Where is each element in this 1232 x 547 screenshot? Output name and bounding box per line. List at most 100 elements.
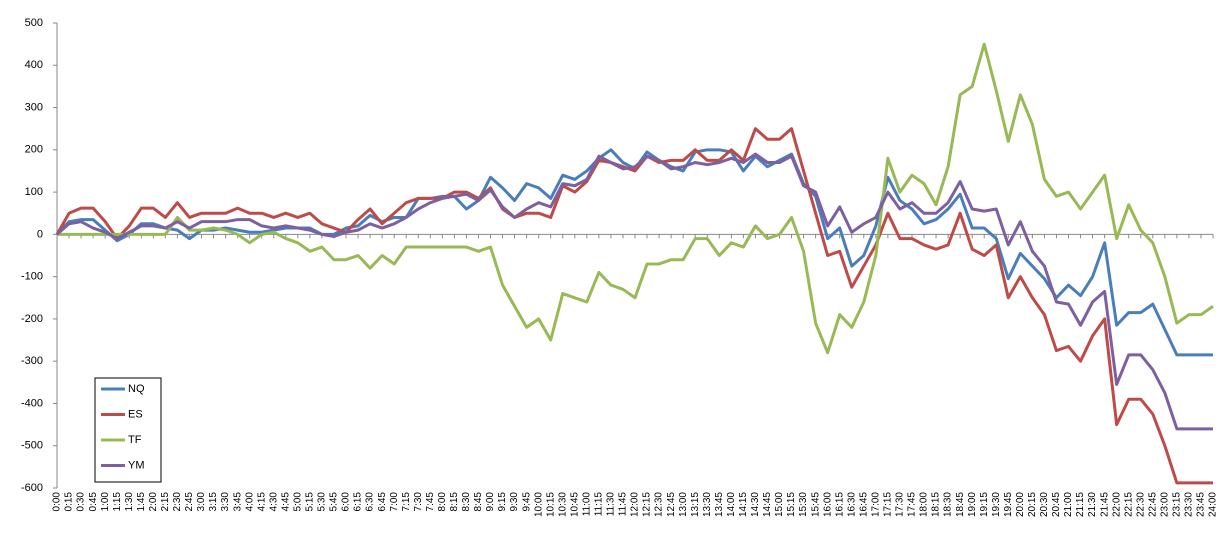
series-line xyxy=(55,148,1213,357)
x-tick-label: 11:15 xyxy=(594,492,605,517)
x-tick-label: 6:45 xyxy=(377,492,388,512)
y-tick-label: -100 xyxy=(21,271,43,283)
y-tick-label: -400 xyxy=(21,397,43,409)
series-line xyxy=(57,42,1214,355)
x-tick-label: 8:30 xyxy=(461,492,472,512)
x-tick-label: 13:15 xyxy=(690,492,701,517)
x-tick-label: 20:00 xyxy=(1015,492,1026,517)
x-tick-label: 17:30 xyxy=(895,492,906,517)
x-tick-label: 23:30 xyxy=(1184,492,1195,517)
x-tick-label: 17:45 xyxy=(907,492,918,517)
x-tick-label: 10:00 xyxy=(533,492,544,517)
x-tick-label: 22:30 xyxy=(1135,492,1146,517)
y-tick-label: 400 xyxy=(25,59,43,71)
x-tick-label: 8:45 xyxy=(473,492,484,512)
x-tick-label: 8:15 xyxy=(449,492,460,512)
legend-label: NQ xyxy=(128,383,145,395)
y-tick-label: 300 xyxy=(25,101,43,113)
x-tick-label: 2:15 xyxy=(160,492,171,512)
x-tick-label: 16:15 xyxy=(834,492,845,517)
x-tick-label: 8:00 xyxy=(437,492,448,512)
x-tick-label: 19:30 xyxy=(991,492,1002,517)
y-tick-label: 200 xyxy=(25,144,43,156)
x-tick-label: 0:30 xyxy=(76,492,87,512)
x-tick-label: 18:00 xyxy=(919,492,930,517)
x-tick-label: 6:00 xyxy=(341,492,352,512)
x-tick-label: 11:45 xyxy=(618,492,629,517)
y-tick-label: -300 xyxy=(21,355,43,367)
x-tick-label: 4:15 xyxy=(256,492,267,512)
x-tick-label: 21:15 xyxy=(1075,492,1086,517)
x-tick-label: 12:15 xyxy=(642,492,653,517)
x-tick-label: 12:00 xyxy=(630,492,641,517)
x-tick-label: 6:30 xyxy=(365,492,376,512)
x-tick-label: 14:15 xyxy=(738,492,749,517)
x-tick-label: 13:45 xyxy=(714,492,725,517)
x-tick-label: 2:00 xyxy=(148,492,159,512)
x-tick-label: 21:45 xyxy=(1099,492,1110,517)
x-tick-label: 12:30 xyxy=(654,492,665,517)
x-tick-label: 7:00 xyxy=(389,492,400,512)
x-tick-label: 14:45 xyxy=(762,492,773,517)
x-tick-label: 15:30 xyxy=(798,492,809,517)
x-tick-label: 23:15 xyxy=(1172,492,1183,517)
x-tick-label: 17:00 xyxy=(870,492,881,517)
x-tick-label: 0:00 xyxy=(52,492,63,512)
x-tick-label: 22:15 xyxy=(1123,492,1134,517)
x-tick-label: 3:15 xyxy=(208,492,219,512)
y-tick-label: 100 xyxy=(25,186,43,198)
x-tick-label: 10:15 xyxy=(545,492,556,517)
x-tick-label: 9:30 xyxy=(509,492,520,512)
x-tick-label: 1:15 xyxy=(112,492,123,512)
x-tick-label: 16:45 xyxy=(858,492,869,517)
x-tick-label: 7:30 xyxy=(413,492,424,512)
x-tick-label: 15:15 xyxy=(786,492,797,517)
x-tick-label: 18:30 xyxy=(943,492,954,517)
x-tick-label: 7:15 xyxy=(401,492,412,512)
x-tick-label: 5:45 xyxy=(329,492,340,512)
x-tick-label: 3:30 xyxy=(220,492,231,512)
x-tick-label: 24:00 xyxy=(1208,492,1219,517)
x-tick-label: 15:45 xyxy=(810,492,821,517)
x-tick-label: 9:45 xyxy=(521,492,532,512)
x-tick-label: 16:30 xyxy=(846,492,857,517)
legend-label: TF xyxy=(128,434,142,446)
x-tick-label: 2:45 xyxy=(184,492,195,512)
series-line xyxy=(55,127,1213,485)
legend-label: ES xyxy=(128,408,143,420)
x-tick-label: 1:30 xyxy=(124,492,135,512)
x-tick-label: 4:45 xyxy=(280,492,291,512)
x-tick-label: 5:30 xyxy=(317,492,328,512)
x-tick-label: 17:15 xyxy=(883,492,894,517)
x-tick-label: 22:45 xyxy=(1147,492,1158,517)
x-tick-label: 16:00 xyxy=(822,492,833,517)
x-tick-label: 7:45 xyxy=(425,492,436,512)
x-tick-label: 5:00 xyxy=(292,492,303,512)
x-tick-label: 13:00 xyxy=(678,492,689,517)
x-tick-label: 13:30 xyxy=(702,492,713,517)
x-tick-label: 11:00 xyxy=(581,492,592,517)
x-tick-label: 18:15 xyxy=(931,492,942,517)
x-tick-label: 18:45 xyxy=(955,492,966,517)
x-tick-label: 19:15 xyxy=(979,492,990,517)
x-tick-label: 14:30 xyxy=(750,492,761,517)
legend-label: YM xyxy=(128,459,145,471)
x-tick-label: 12:45 xyxy=(666,492,677,517)
x-tick-label: 20:15 xyxy=(1027,492,1038,517)
legend: NQ ES TF YM xyxy=(94,377,162,483)
x-tick-label: 14:00 xyxy=(726,492,737,517)
x-tick-label: 2:30 xyxy=(172,492,183,512)
series-line xyxy=(56,152,1213,431)
y-tick-label: 0 xyxy=(37,228,43,240)
x-tick-label: 19:45 xyxy=(1003,492,1014,517)
x-tick-label: 20:30 xyxy=(1039,492,1050,517)
x-tick-label: 22:00 xyxy=(1111,492,1122,517)
x-tick-label: 4:00 xyxy=(244,492,255,512)
y-tick-label: -500 xyxy=(21,440,43,452)
y-tick-label: -200 xyxy=(21,313,43,325)
x-tick-label: 5:15 xyxy=(305,492,316,512)
x-tick-label: 15:00 xyxy=(774,492,785,517)
x-tick-label: 6:15 xyxy=(353,492,364,512)
x-tick-label: 23:00 xyxy=(1159,492,1170,517)
x-tick-label: 0:15 xyxy=(64,492,75,512)
